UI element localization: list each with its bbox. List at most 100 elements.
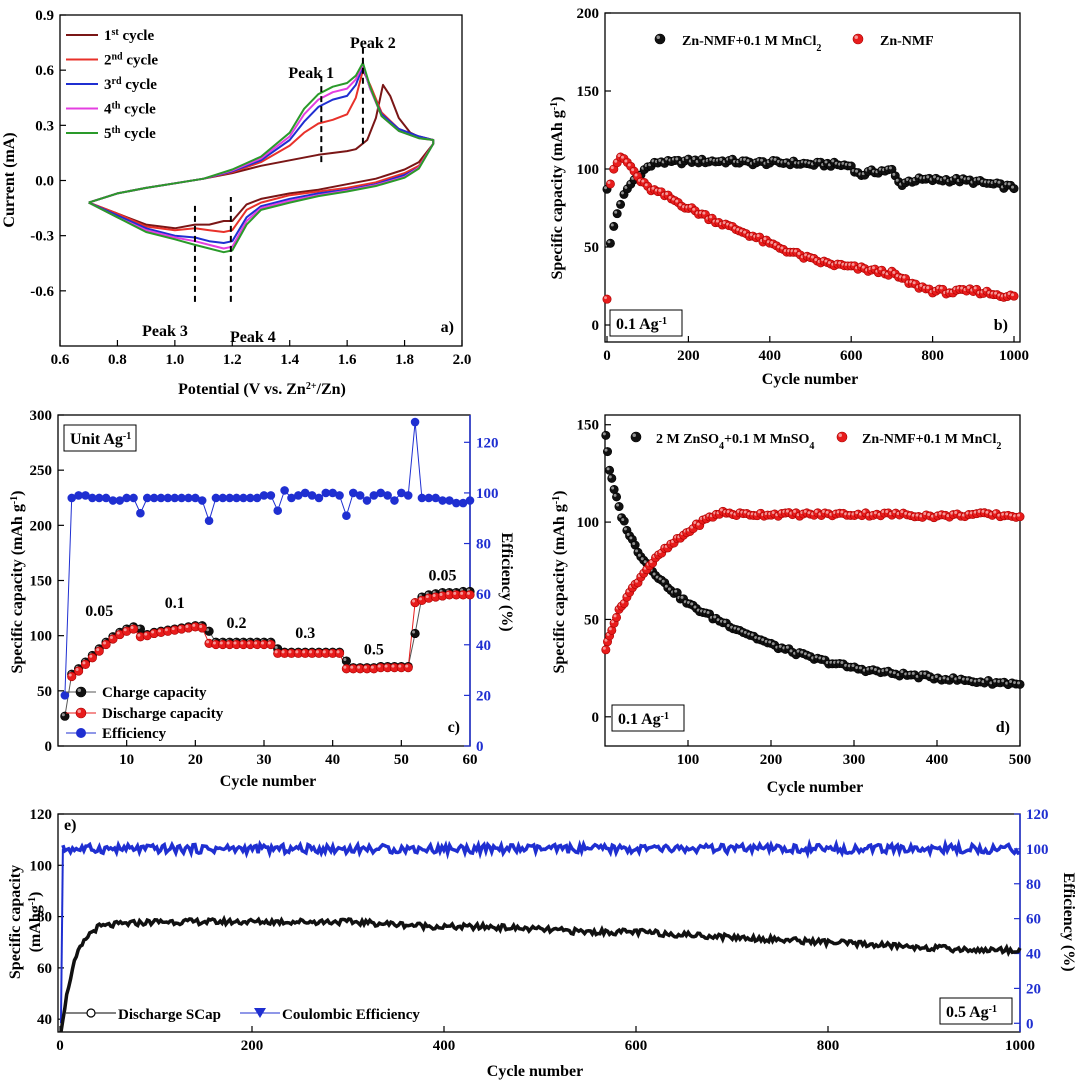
panel-c-discharge-point-highlight bbox=[315, 650, 319, 654]
panel-d-point-highlight bbox=[1001, 679, 1005, 683]
panel-c-discharge-point-highlight bbox=[446, 591, 450, 595]
panel-c-discharge-point-highlight bbox=[460, 591, 464, 595]
panel-d-point-highlight bbox=[768, 640, 772, 644]
panel-d-rate-label-part: 0.1 Ag bbox=[618, 711, 661, 728]
panel-a-label: a) bbox=[441, 319, 454, 336]
panel-c-efficiency-point bbox=[287, 493, 296, 503]
panel-c-discharge-point-highlight bbox=[178, 626, 182, 630]
panel-c-efficiency-point bbox=[424, 493, 434, 503]
panel-d-point-highlight bbox=[658, 577, 662, 581]
panel-b-point-highlight bbox=[756, 234, 760, 238]
panel-c-efficiency-point bbox=[101, 493, 111, 503]
panel-d-point-highlight bbox=[900, 510, 904, 514]
panel-c-efficiency-point bbox=[239, 493, 248, 503]
panel-c-discharge-point bbox=[94, 646, 104, 656]
panel-e-label: e) bbox=[64, 817, 76, 834]
panel-d-point-highlight bbox=[870, 666, 874, 670]
panel-d-point-highlight bbox=[635, 579, 638, 583]
panel-c-discharge-point-highlight bbox=[412, 599, 416, 603]
panel-c-efficiency-point bbox=[300, 488, 310, 498]
panel-b-point-highlight bbox=[807, 161, 811, 165]
panel-b-point bbox=[605, 179, 615, 189]
panel-a-xtick-label: 2.0 bbox=[453, 352, 472, 368]
panel-e-xtick-label: 800 bbox=[817, 1038, 840, 1054]
panel-b-point-highlight bbox=[851, 262, 855, 266]
panel-c-ylabel: Specific capacity (mAh g-1) bbox=[9, 491, 27, 674]
panel-b-ytick-label: 150 bbox=[577, 84, 600, 100]
panel-b-point-highlight bbox=[644, 183, 648, 187]
panel-e-y2tick-label: 0 bbox=[1026, 1016, 1034, 1032]
panel-b-point-highlight bbox=[685, 156, 689, 160]
panel-b-point-highlight bbox=[1007, 292, 1011, 296]
panel-b-ytick-label: 50 bbox=[584, 240, 599, 256]
panel-d-point-highlight bbox=[942, 512, 946, 516]
panel-b-ylabel-part: Specific capacity (mAh g bbox=[549, 110, 566, 279]
panel-b-point-highlight bbox=[651, 186, 655, 190]
panel-c-legend-marker-highlight bbox=[77, 709, 81, 713]
panel-b-point-highlight bbox=[604, 186, 608, 190]
panel-d-point-highlight bbox=[1017, 681, 1021, 685]
panel-a-legend-label-part: rd bbox=[112, 76, 122, 87]
panel-a-legend-label-part: cycle bbox=[122, 77, 158, 93]
panel-a-legend-label: 5th cycle bbox=[104, 125, 156, 143]
panel-c-rate-3-label: 0.2 bbox=[227, 615, 247, 632]
panel-d-point-highlight bbox=[908, 512, 911, 516]
panel-d-point-highlight bbox=[807, 653, 811, 657]
panel-c-legend-marker-highlight bbox=[77, 688, 81, 692]
panel-d-point-highlight bbox=[993, 679, 997, 683]
panel-c-efficiency-point bbox=[149, 493, 159, 503]
panel-b-point-highlight bbox=[905, 178, 909, 181]
panel-b-point-highlight bbox=[722, 221, 726, 225]
panel-c-charge-point-highlight bbox=[412, 630, 416, 634]
panel-c-discharge-point-highlight bbox=[384, 664, 388, 668]
panel-c-efficiency-point bbox=[438, 496, 447, 505]
panel-c-discharge-point-highlight bbox=[137, 633, 141, 637]
panel-c-efficiency-point bbox=[266, 491, 276, 500]
panel-b-point-highlight bbox=[773, 242, 777, 246]
panel-d-point-highlight bbox=[950, 674, 954, 678]
panel-e-rate-label-part: -1 bbox=[989, 1004, 997, 1015]
panel-c-discharge-point bbox=[403, 663, 413, 673]
panel-b-point-highlight bbox=[912, 281, 916, 285]
panel-b-point-highlight bbox=[736, 227, 740, 231]
panel-a-legend-label-part: 3 bbox=[104, 77, 112, 93]
panel-b-point-highlight bbox=[966, 177, 970, 181]
panel-c-efficiency-point bbox=[252, 493, 262, 503]
panel-b-point-highlight bbox=[868, 166, 872, 170]
panel-c-discharge-points bbox=[67, 590, 475, 682]
panel-d-point-highlight bbox=[911, 671, 915, 675]
panel-d-point-highlight bbox=[621, 518, 625, 522]
panel-c-legend-label: Charge capacity bbox=[102, 685, 207, 701]
panel-d-point-highlight bbox=[923, 671, 927, 675]
panel-b-point-highlight bbox=[624, 185, 628, 189]
panel-c-discharge-point bbox=[197, 623, 207, 633]
panel-c-discharge-point-highlight bbox=[75, 667, 79, 671]
panel-c-legend-label: Efficiency bbox=[102, 726, 167, 742]
panel-b-legend-marker bbox=[654, 33, 666, 45]
panel-d-point-highlight bbox=[671, 540, 675, 543]
panel-b-point-highlight bbox=[773, 157, 777, 161]
panel-d-point-highlight bbox=[613, 493, 617, 497]
panel-c-discharge-point-highlight bbox=[322, 650, 326, 654]
panel-d-legend-marker bbox=[836, 431, 848, 443]
panel-d-point-highlight bbox=[674, 589, 678, 593]
panel-c-discharge-point-highlight bbox=[466, 591, 470, 595]
panel-c-charge-point-highlight bbox=[137, 626, 141, 630]
panel-d-point-highlight bbox=[997, 513, 1001, 517]
panel-e-rate-box bbox=[939, 997, 1013, 1025]
panel-d-point-highlight bbox=[981, 680, 985, 684]
panel-d-ytick-label: 50 bbox=[584, 612, 599, 628]
panel-c-discharge-point-highlight bbox=[240, 641, 244, 645]
panel-d-ylabel-part: Specific capacity (mAh g bbox=[551, 504, 568, 673]
panel-d-point-highlight bbox=[716, 618, 720, 622]
panel-a-cycle-5-curve bbox=[88, 61, 435, 254]
panel-b-point-highlight bbox=[678, 203, 682, 207]
panel-c-label: c) bbox=[448, 719, 460, 736]
panel-c-discharge-point-highlight bbox=[185, 624, 189, 628]
panel-e-ytick-label: 80 bbox=[37, 910, 52, 926]
panel-d-point bbox=[614, 502, 624, 512]
panel-b-point-highlight bbox=[688, 204, 692, 208]
panel-d-legend-marker bbox=[630, 431, 642, 443]
panel-b-label: b) bbox=[994, 317, 1008, 334]
panel-c-charge-point-highlight bbox=[206, 628, 210, 632]
